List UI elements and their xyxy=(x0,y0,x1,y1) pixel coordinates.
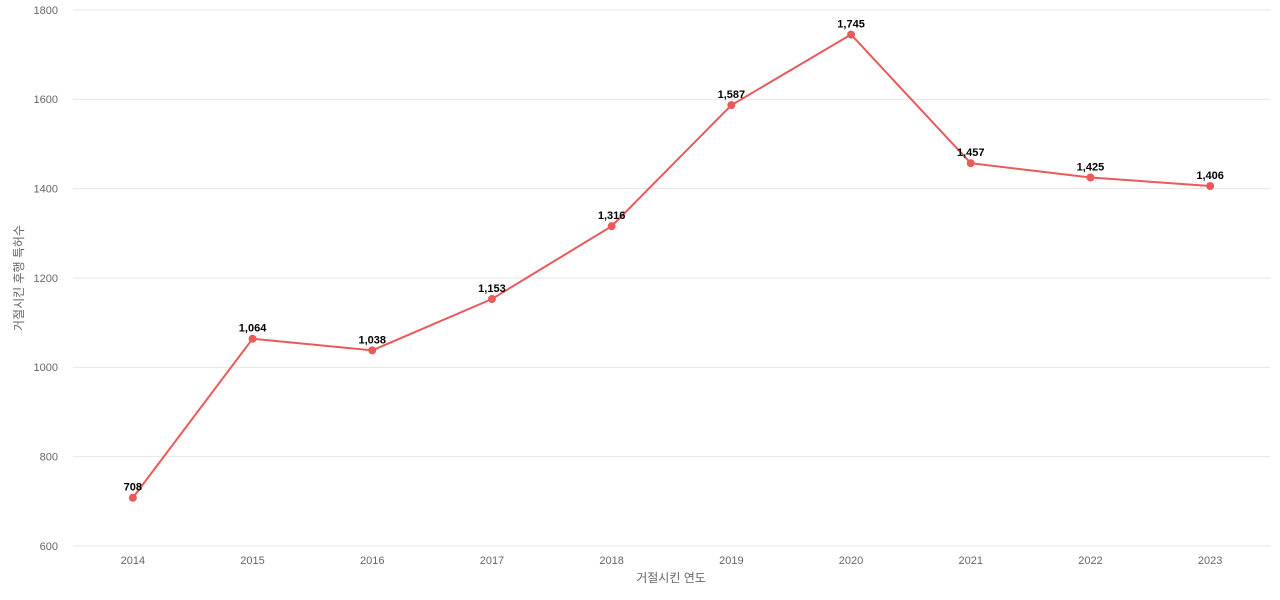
data-label: 1,406 xyxy=(1196,170,1224,182)
data-label: 1,064 xyxy=(239,323,267,335)
data-point xyxy=(368,346,377,355)
data-label: 1,153 xyxy=(478,283,506,295)
x-tick-label: 2022 xyxy=(1078,555,1102,567)
data-point xyxy=(248,334,257,343)
data-point xyxy=(128,493,137,502)
data-label: 1,457 xyxy=(957,147,985,159)
data-label: 708 xyxy=(124,482,142,494)
y-tick-label: 1000 xyxy=(34,362,58,374)
x-tick-label: 2021 xyxy=(959,555,983,567)
y-tick-label: 1400 xyxy=(34,184,58,196)
data-label: 1,425 xyxy=(1077,161,1105,173)
data-label: 1,745 xyxy=(837,18,865,30)
data-point xyxy=(1086,173,1095,182)
x-tick-label: 2019 xyxy=(719,555,743,567)
x-tick-label: 2023 xyxy=(1198,555,1222,567)
data-point xyxy=(847,30,856,39)
data-point xyxy=(966,159,975,168)
y-tick-label: 1800 xyxy=(34,5,58,17)
x-tick-label: 2016 xyxy=(360,555,384,567)
y-tick-label: 800 xyxy=(40,452,58,464)
data-point xyxy=(607,222,616,231)
x-tick-label: 2014 xyxy=(121,555,145,567)
data-point xyxy=(727,101,736,110)
x-tick-label: 2018 xyxy=(599,555,623,567)
y-tick-label: 1600 xyxy=(34,94,58,106)
series-line xyxy=(132,33,1211,499)
x-tick-label: 2015 xyxy=(240,555,264,567)
data-label: 1,038 xyxy=(358,334,386,346)
x-tick-label: 2020 xyxy=(839,555,863,567)
x-axis-title: 거절시킨 연도 xyxy=(636,571,706,585)
y-tick-label: 1200 xyxy=(34,273,58,285)
y-tick-label: 600 xyxy=(40,541,58,553)
data-point xyxy=(487,294,496,303)
data-label: 1,587 xyxy=(718,89,746,101)
y-axis-title: 거절시킨 후행 특허수 xyxy=(11,225,26,331)
x-tick-label: 2017 xyxy=(480,555,504,567)
data-label: 1,316 xyxy=(598,210,626,222)
data-point xyxy=(1206,181,1215,190)
